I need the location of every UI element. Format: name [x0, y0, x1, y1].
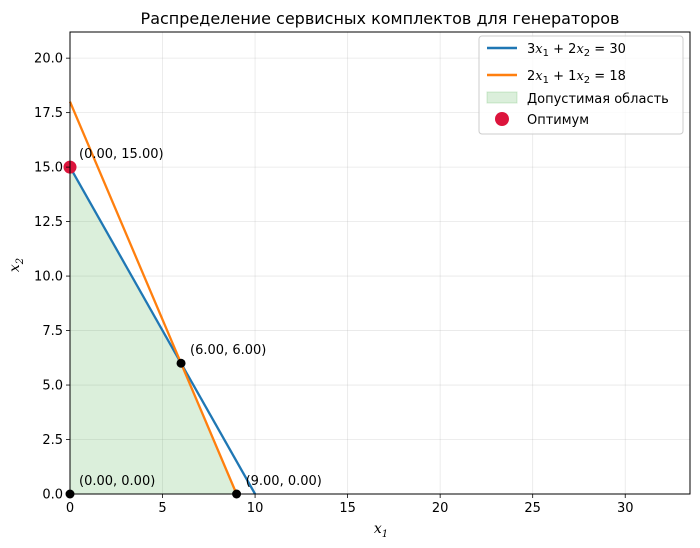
legend-label-optimum: Оптимум — [527, 113, 589, 128]
vertex-label: (0.00, 15.00) — [79, 147, 164, 162]
series-line-2 — [68, 101, 238, 495]
y-tick-label: 15.0 — [34, 161, 63, 176]
plot-frame — [69, 31, 691, 495]
y-tick-label: 10.0 — [34, 270, 63, 285]
x-tick-label: 20 — [432, 501, 449, 516]
x-tick-label: 30 — [617, 501, 634, 516]
y-tick-label: 5.0 — [42, 379, 63, 394]
y-tick-label: 7.5 — [42, 324, 63, 339]
vertex-annotations: (0.00, 0.00) (0.00, 15.00) (6.00, 6.00) (9.… — [79, 147, 322, 489]
chart-title: Распределение сервисных комплектов для г… — [141, 9, 620, 28]
legend-label-line-1: 3x1 + 2x2 = 30 — [527, 42, 626, 59]
x-tick-label: 5 — [158, 501, 166, 516]
y-tick-label: 0.0 — [42, 488, 63, 503]
feasible-region — [70, 167, 237, 494]
y-tick-label: 17.5 — [34, 106, 63, 121]
series-lines — [68, 101, 257, 495]
vertex-label: (9.00, 0.00) — [246, 474, 322, 489]
x-tick-label: 15 — [339, 501, 356, 516]
legend: 3x1 + 2x2 = 30 2x1 + 1x2 = 18 Допустимая… — [478, 35, 684, 135]
y-axis-ticks: 0.0 2.5 5.0 7.5 10.0 12.5 15.0 17.5 20.0 — [34, 52, 70, 503]
legend-swatch-region — [486, 91, 518, 104]
legend-swatch-optimum — [495, 112, 509, 126]
vertex-label: (6.00, 6.00) — [190, 343, 266, 358]
y-axis-label: x2 — [7, 258, 26, 272]
x-axis-label: x1 — [374, 521, 388, 540]
legend-label-line-2: 2x1 + 1x2 = 18 — [527, 69, 626, 86]
x-axis-ticks: 0 5 10 15 20 25 30 — [66, 494, 634, 516]
legend-label-region: Допустимая область — [527, 92, 669, 107]
vertex-label: (0.00, 0.00) — [79, 474, 155, 489]
legend-frame — [478, 35, 684, 135]
y-tick-label: 12.5 — [34, 215, 63, 230]
y-tick-label: 20.0 — [34, 52, 63, 67]
x-tick-label: 0 — [66, 501, 74, 516]
x-tick-label: 10 — [247, 501, 264, 516]
x-tick-label: 25 — [524, 501, 541, 516]
series-line-1 — [68, 166, 257, 495]
vertex-point — [176, 358, 186, 368]
y-tick-label: 2.5 — [42, 433, 63, 448]
feasible-region-layer — [70, 167, 237, 494]
